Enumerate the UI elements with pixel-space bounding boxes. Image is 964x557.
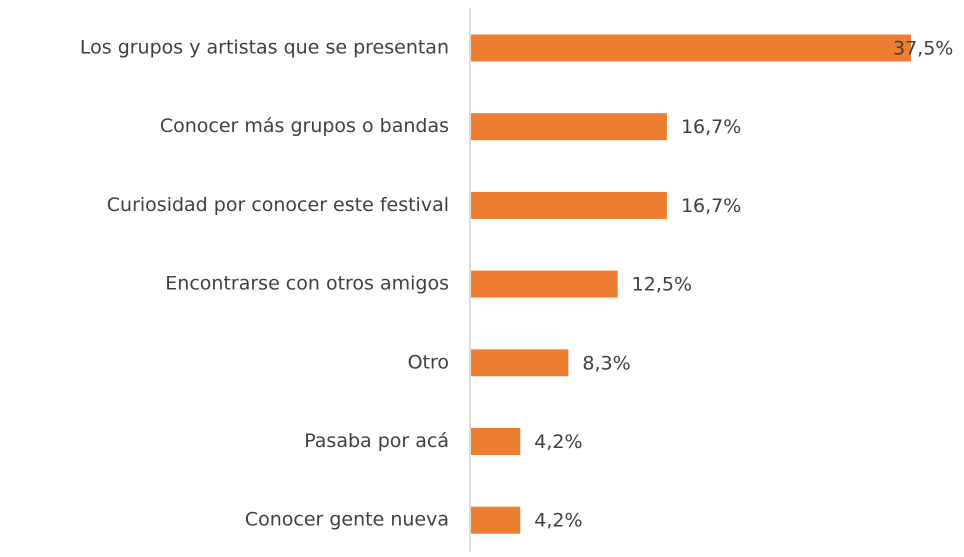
value-label: 12,5% (632, 274, 692, 296)
bar (471, 506, 521, 534)
value-label: 16,7% (681, 195, 741, 217)
bar (471, 428, 521, 455)
value-label: 4,2% (534, 431, 582, 453)
value-label: 8,3% (582, 352, 630, 374)
category-label: Encontrarse con otros amigos (165, 273, 449, 295)
bar (471, 113, 667, 141)
category-label: Los grupos y artistas que se presentan (80, 37, 449, 59)
category-label: Otro (408, 351, 449, 373)
category-label: Curiosidad por conocer este festival (107, 194, 449, 216)
bar (471, 34, 911, 62)
value-label: 37,5% (893, 38, 953, 60)
category-label: Conocer más grupos o bandas (160, 115, 449, 137)
value-label: 16,7% (681, 116, 741, 138)
value-label: 4,2% (534, 510, 582, 532)
category-label: Conocer gente nueva (245, 509, 449, 531)
bar (471, 270, 618, 298)
bar (471, 191, 667, 219)
category-label: Pasaba por acá (304, 430, 449, 452)
bar (471, 349, 569, 377)
